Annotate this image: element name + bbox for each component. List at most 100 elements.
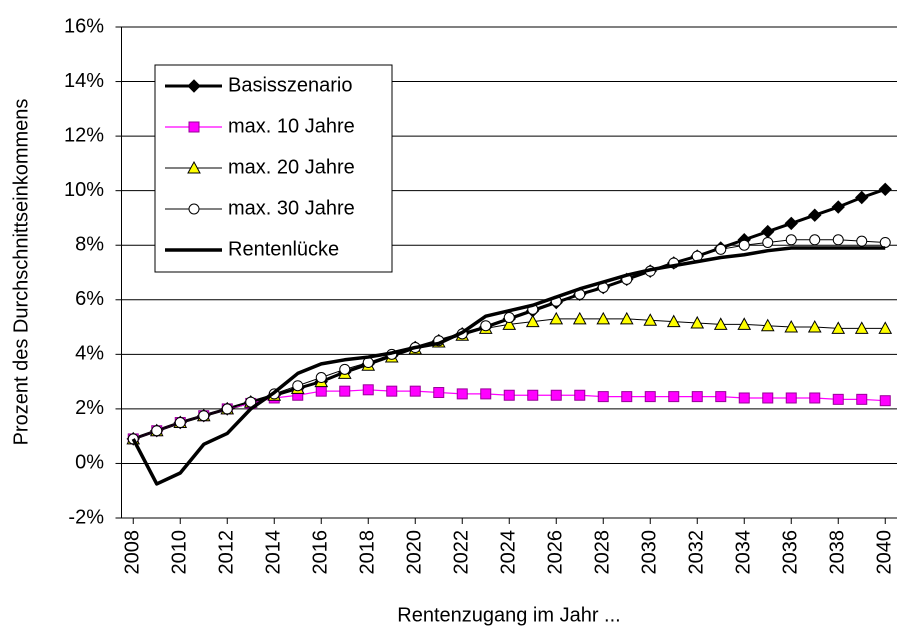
data-point [832, 234, 844, 246]
data-point [878, 321, 893, 334]
data-point [550, 389, 562, 401]
legend-label: max. 10 Jahre [228, 115, 355, 137]
data-point [597, 391, 609, 403]
data-point [878, 182, 892, 197]
data-point [879, 395, 891, 407]
data-point [619, 311, 634, 325]
data-point [572, 311, 587, 325]
y-tick-label: 12% [64, 124, 104, 146]
legend-marker [188, 121, 200, 133]
data-point [785, 234, 797, 246]
data-point [502, 317, 517, 330]
data-point [831, 321, 846, 334]
data-point [879, 236, 891, 248]
x-tick-label: 2020 [404, 530, 426, 575]
legend: Basisszenario max. 10 Jahre max. 20 Jahre m… [154, 64, 393, 273]
data-point [856, 235, 868, 247]
data-point [549, 311, 564, 325]
x-tick-label: 2018 [357, 530, 379, 575]
x-tick-label: 2024 [498, 530, 520, 575]
y-tick-label: 0% [75, 452, 104, 474]
data-point [809, 234, 821, 246]
y-tick-label: 2% [75, 397, 104, 419]
series-line [133, 318, 886, 440]
x-tick-label: 2032 [686, 530, 708, 575]
data-point [386, 385, 398, 397]
legend-marker [187, 79, 201, 93]
data-point [315, 372, 327, 384]
data-point [409, 385, 421, 397]
data-point [480, 388, 492, 400]
x-tick-label: 2010 [169, 530, 191, 575]
data-point [480, 320, 492, 332]
y-tick-label: 6% [75, 288, 104, 310]
data-point [737, 317, 752, 330]
data-point [831, 200, 845, 214]
legend-label: Basisszenario [228, 74, 353, 96]
data-point [339, 385, 351, 397]
x-tick-label: 2022 [451, 530, 473, 575]
data-point [668, 391, 680, 403]
legend-marker [188, 203, 200, 215]
data-point [784, 320, 799, 333]
data-point [762, 236, 774, 248]
data-point [715, 243, 727, 255]
data-point [456, 388, 468, 400]
y-axis-label: Prozent des Durchschnittseinkommens [10, 99, 32, 446]
x-tick-label: 2012 [216, 530, 238, 575]
data-point [574, 389, 586, 401]
data-point [761, 224, 775, 239]
data-point [174, 417, 186, 429]
x-tick-label: 2026 [545, 530, 567, 575]
data-point [292, 380, 304, 392]
data-point [856, 393, 868, 405]
data-point [690, 315, 705, 329]
data-point [785, 392, 797, 404]
data-point [527, 389, 539, 401]
data-point [715, 391, 727, 403]
data-point [832, 393, 844, 405]
data-point [855, 190, 869, 205]
data-point [198, 410, 210, 422]
data-point [433, 387, 445, 399]
y-tick-label: 14% [64, 70, 104, 92]
x-tick-label: 2014 [263, 530, 285, 575]
x-tick-label: 2008 [122, 530, 144, 575]
x-tick-label: 2016 [310, 530, 332, 575]
data-point [760, 318, 775, 332]
y-tick-label: 4% [75, 343, 104, 365]
data-point [151, 425, 163, 437]
data-point [621, 391, 633, 403]
y-tick-label: 16% [64, 15, 104, 37]
legend-label: max. 30 Jahre [228, 197, 355, 219]
y-tick-label: 10% [64, 179, 104, 201]
legend-marker [187, 160, 201, 174]
data-point [784, 216, 798, 231]
x-tick-label: 2036 [780, 530, 802, 575]
data-point [221, 403, 233, 415]
data-point [315, 385, 327, 397]
data-point [362, 384, 374, 396]
data-point [596, 311, 611, 325]
data-point [503, 389, 515, 401]
data-point [339, 363, 351, 375]
y-tick-label: 8% [75, 234, 104, 256]
x-tick-label: 2034 [733, 530, 755, 575]
x-tick-label: 2040 [874, 530, 896, 575]
data-point [666, 314, 681, 328]
x-tick-label: 2038 [827, 530, 849, 575]
data-point [762, 392, 774, 404]
legend-label: Rentenlücke [228, 238, 339, 260]
data-point [644, 391, 656, 403]
data-point [809, 392, 821, 404]
legend-label: max. 20 Jahre [228, 156, 355, 178]
data-point [854, 321, 869, 334]
x-axis-label: Rentenzugang im Jahr ... [397, 604, 620, 626]
data-point [808, 208, 822, 222]
data-point [713, 317, 728, 330]
data-point [738, 392, 750, 404]
data-point [738, 239, 750, 251]
y-tick-label: -2% [68, 506, 104, 528]
